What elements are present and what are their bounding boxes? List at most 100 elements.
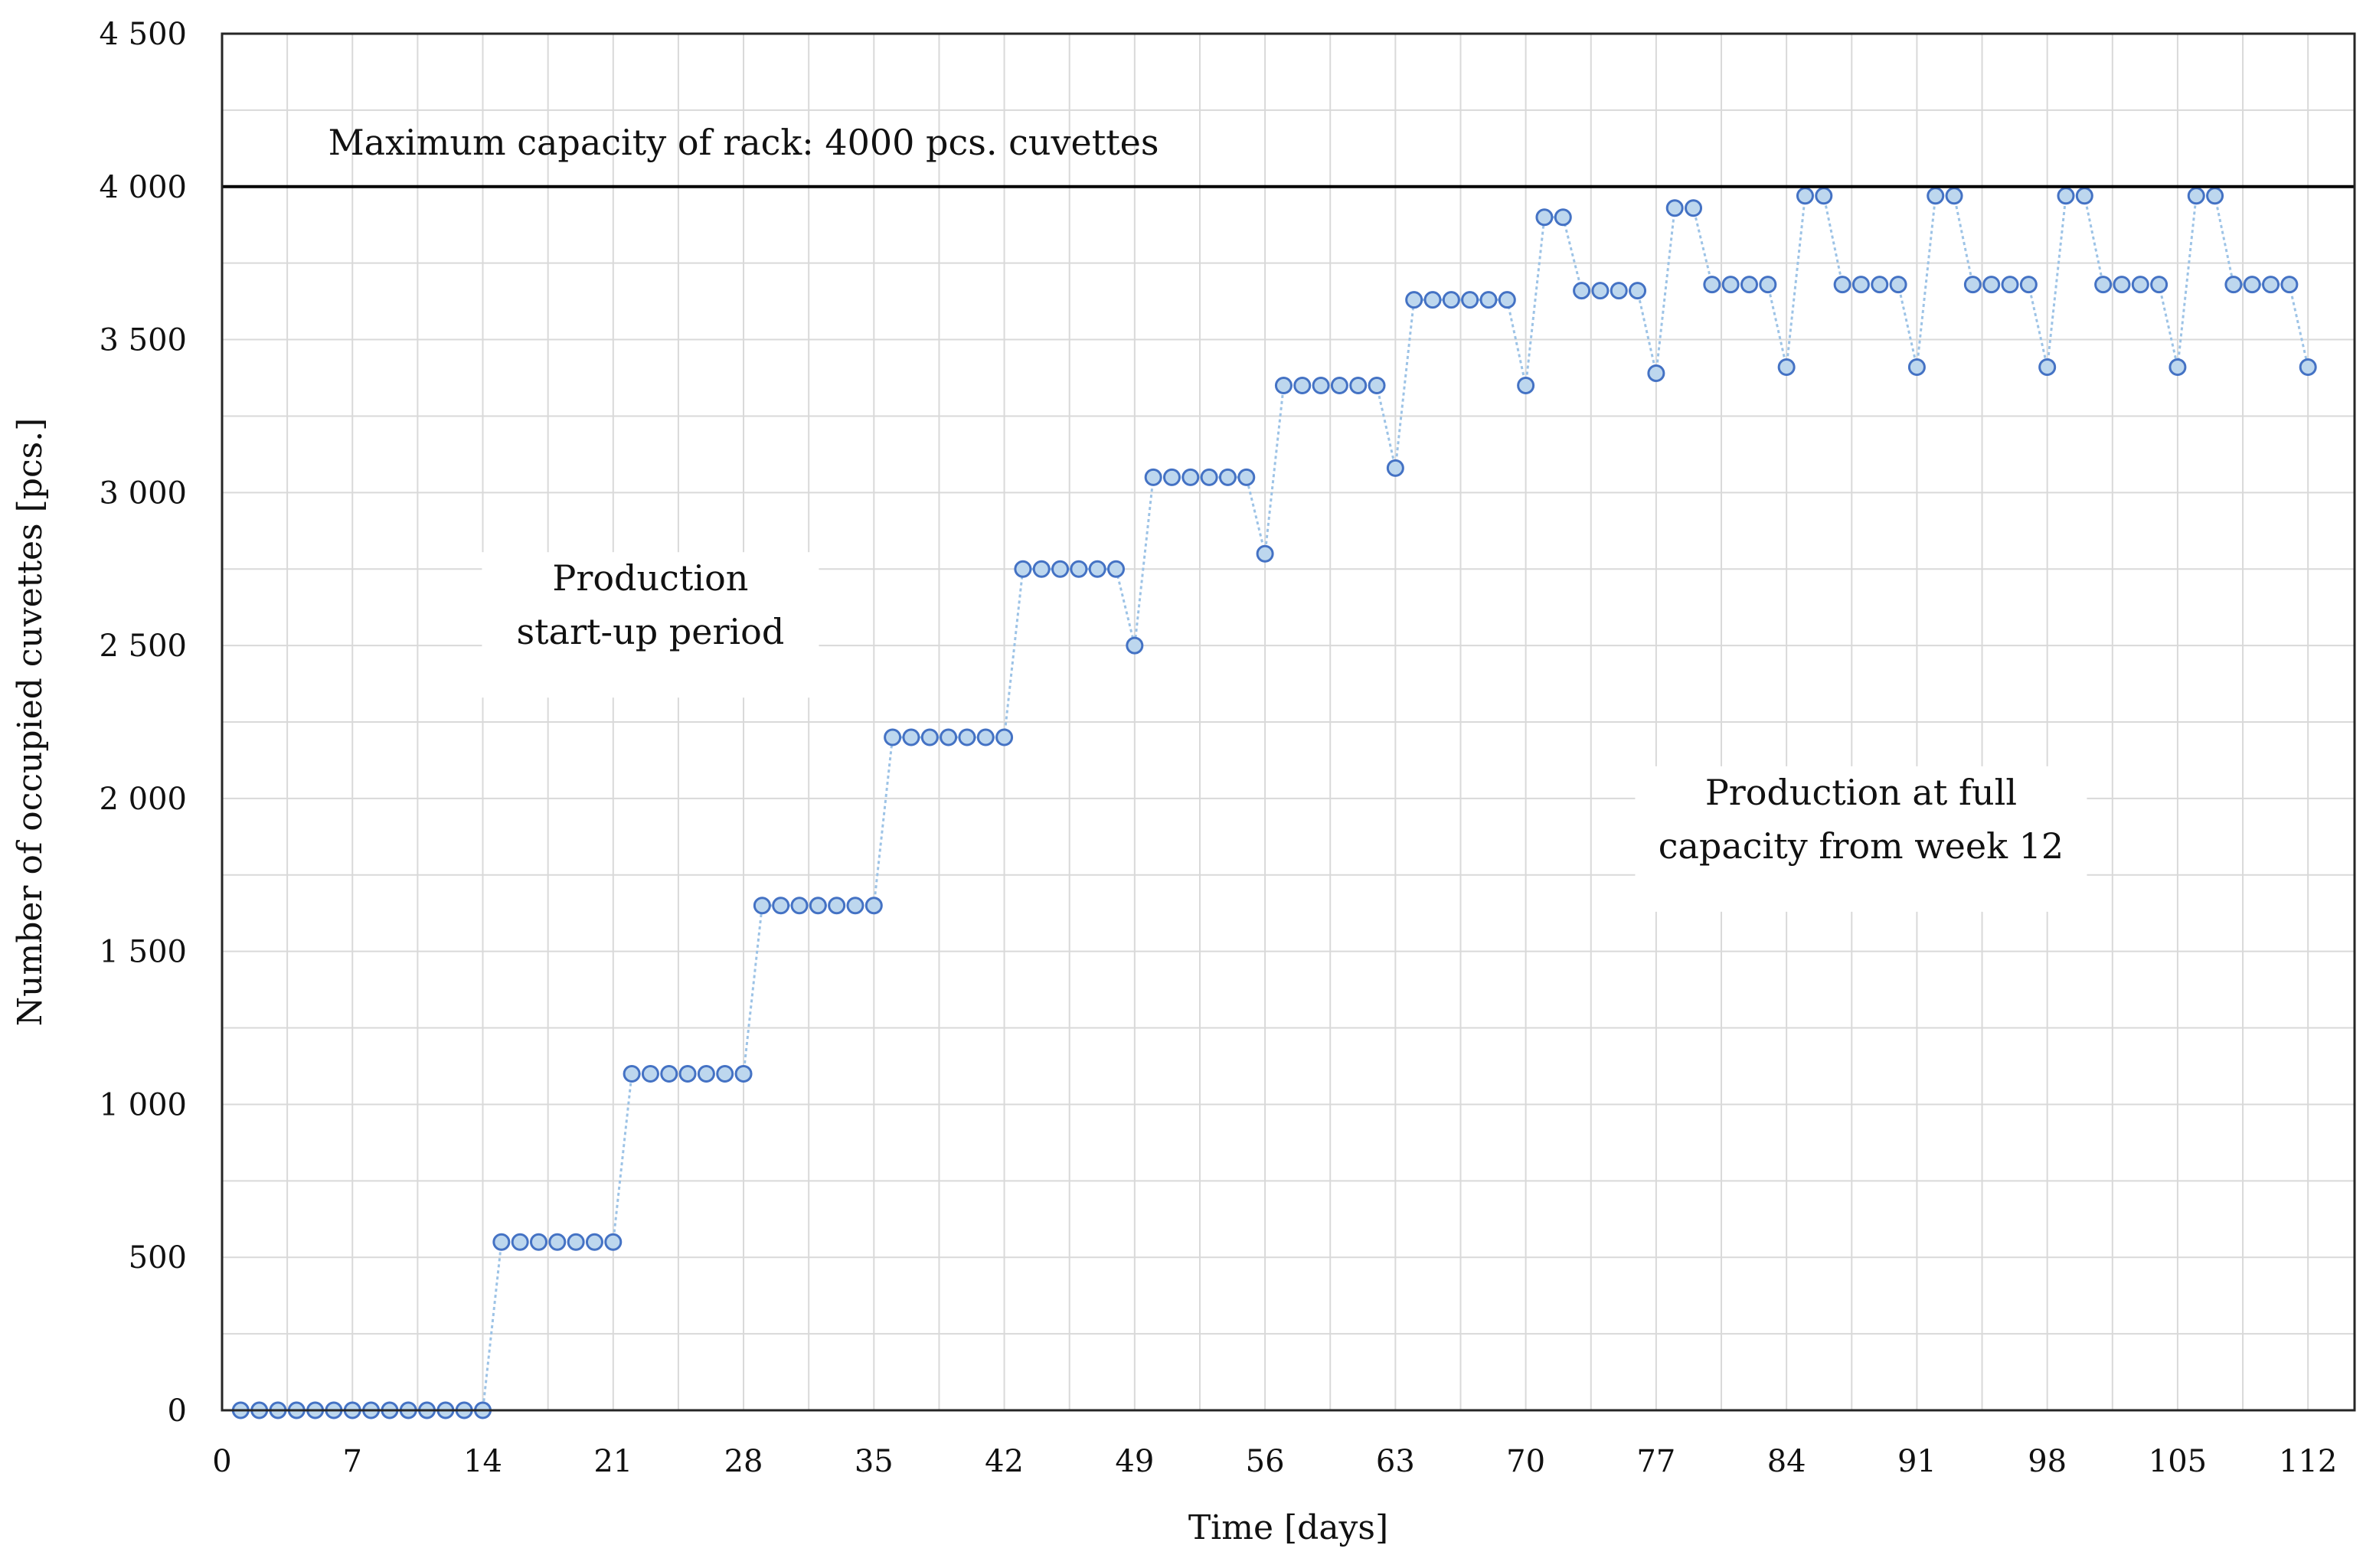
y-tick-label: 4 000: [99, 170, 187, 205]
y-tick-label: 4 500: [99, 17, 187, 52]
data-point: [1256, 544, 1274, 563]
data-point: [772, 897, 790, 915]
data-point: [1629, 282, 1647, 300]
data-point: [1330, 376, 1348, 394]
x-tick-label: 35: [855, 1444, 894, 1479]
data-point: [1665, 199, 1684, 217]
data-point: [2019, 276, 2038, 294]
data-point: [1851, 276, 1870, 294]
y-tick-label: 2 000: [99, 782, 187, 817]
data-point: [1423, 291, 1442, 309]
data-point: [716, 1064, 734, 1083]
data-point: [1871, 276, 1889, 294]
data-point: [1349, 376, 1368, 394]
data-point: [1107, 560, 1126, 578]
x-tick-label: 49: [1115, 1444, 1154, 1479]
data-point: [790, 897, 809, 915]
data-point: [1740, 276, 1758, 294]
data-point: [1777, 358, 1796, 377]
data-point: [1032, 560, 1051, 578]
data-point: [1833, 276, 1851, 294]
data-point: [958, 728, 976, 746]
x-tick-label: 42: [985, 1444, 1024, 1479]
data-point: [828, 897, 846, 915]
x-tick-label: 112: [2279, 1444, 2337, 1479]
data-point: [2262, 276, 2280, 294]
data-point: [1647, 364, 1665, 383]
data-point: [1927, 187, 1945, 205]
data-point: [1703, 276, 1721, 294]
data-point: [1218, 468, 1237, 486]
data-point: [940, 728, 958, 746]
annotation-text: Production: [552, 557, 748, 599]
data-point: [809, 897, 827, 915]
data-point: [1014, 560, 1032, 578]
x-tick-label: 105: [2149, 1444, 2207, 1479]
data-point: [2057, 187, 2075, 205]
data-point: [2113, 276, 2131, 294]
data-point: [1573, 282, 1591, 300]
data-point: [2243, 276, 2261, 294]
data-point: [2001, 276, 2019, 294]
data-point: [1685, 199, 1703, 217]
series-line: [240, 194, 2309, 1412]
data-point: [1889, 276, 1907, 294]
data-point: [1591, 282, 1610, 300]
data-point: [1126, 636, 1144, 655]
data-point: [1517, 376, 1535, 394]
annotation-background: [1635, 766, 2087, 912]
tick-labels: 0 7 14 21 28 35 42 49 56 63 70 77 84 91 98 105 112 0 500 1 …: [99, 17, 2337, 1479]
data-point: [1386, 459, 1404, 477]
data-point: [1963, 276, 1982, 294]
data-point: [1442, 291, 1460, 309]
data-point: [2094, 276, 2113, 294]
data-point: [567, 1233, 585, 1251]
y-tick-label: 3 000: [99, 475, 187, 511]
data-point: [1088, 560, 1106, 578]
annotation-background: [482, 552, 819, 698]
data-point: [1237, 468, 1256, 486]
data-point: [2168, 358, 2187, 377]
annotation-text: capacity from week 12: [1659, 825, 2064, 867]
data-point: [2075, 187, 2093, 205]
data-point: [1274, 376, 1293, 394]
y-tick-label: 1 500: [99, 935, 187, 970]
data-point: [2038, 358, 2057, 377]
data-point: [1162, 468, 1181, 486]
data-point: [846, 897, 864, 915]
y-tick-label: 2 500: [99, 629, 187, 664]
data-point: [1144, 468, 1162, 486]
data-point: [1815, 187, 1833, 205]
annotations: Production start-up period Production at f…: [517, 557, 2064, 867]
data-point: [641, 1064, 659, 1083]
data-point: [492, 1233, 511, 1251]
series-layer: [231, 187, 2317, 1419]
data-point: [884, 728, 902, 746]
data-point: [660, 1064, 678, 1083]
data-point: [511, 1233, 529, 1251]
annotation-backgrounds: [482, 552, 2087, 912]
data-point: [1051, 560, 1070, 578]
data-point: [1293, 376, 1312, 394]
grid: [221, 33, 2355, 1411]
data-point: [1535, 208, 1554, 227]
data-point: [623, 1064, 641, 1083]
data-point: [678, 1064, 697, 1083]
x-tick-label: 84: [1767, 1444, 1806, 1479]
data-point: [697, 1064, 715, 1083]
data-point: [753, 897, 771, 915]
data-point: [585, 1233, 603, 1251]
x-tick-label: 21: [593, 1444, 632, 1479]
x-tick-label: 91: [1897, 1444, 1936, 1479]
x-tick-label: 70: [1506, 1444, 1545, 1479]
x-tick-label: 28: [724, 1444, 763, 1479]
x-tick-label: 56: [1246, 1444, 1285, 1479]
data-point: [2280, 276, 2299, 294]
y-tick-label: 500: [129, 1240, 187, 1276]
data-point: [1461, 291, 1479, 309]
data-point: [1554, 208, 1572, 227]
data-point: [1610, 282, 1628, 300]
annotation-text: Production at full: [1705, 772, 2017, 813]
